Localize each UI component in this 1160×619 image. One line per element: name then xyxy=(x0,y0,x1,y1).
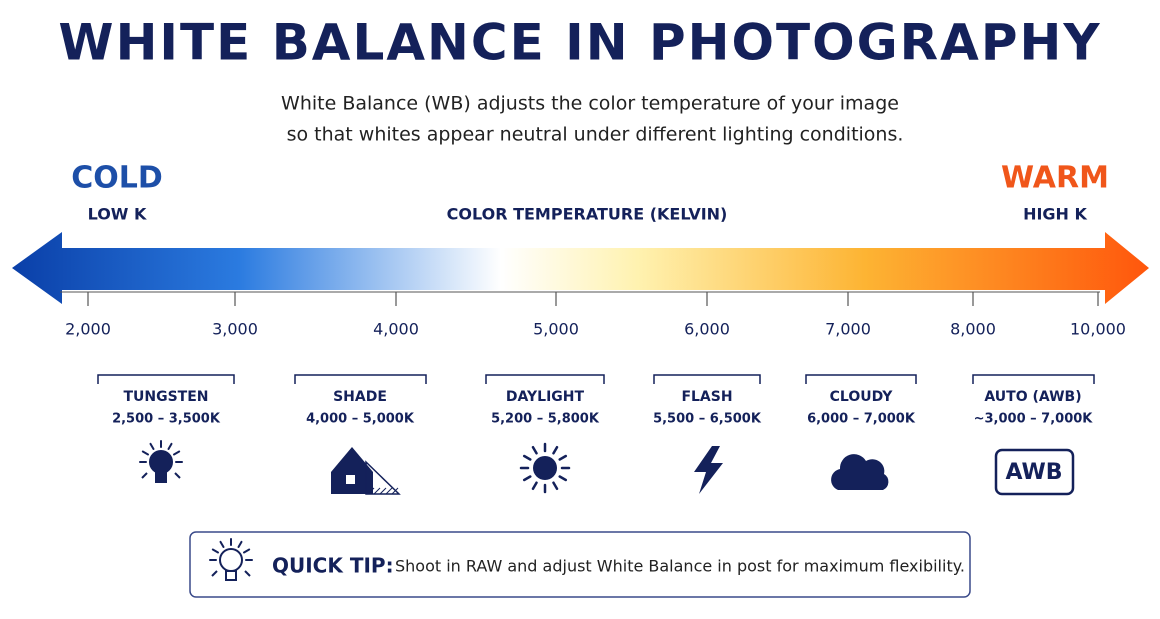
tip-box xyxy=(189,531,971,598)
awb-icon xyxy=(994,448,1075,496)
mode-name: CLOUDY xyxy=(830,389,894,405)
mode-name: DAYLIGHT xyxy=(506,389,585,405)
tick-label: 10,000 xyxy=(1070,320,1126,339)
bulb-ray xyxy=(219,540,225,549)
shade-hatch-line xyxy=(367,487,375,495)
subtitle: so that whites appear neutral under diff… xyxy=(287,124,904,146)
mode-name: TUNGSTEN xyxy=(123,389,208,405)
house-icon xyxy=(331,447,373,494)
sun-ray xyxy=(558,475,568,482)
shade-hatch-line xyxy=(391,487,399,495)
bulb-icon xyxy=(219,548,243,572)
mode-range: 4,000 – 5,000K xyxy=(306,412,415,427)
bulb-base xyxy=(225,570,237,581)
tick-label: 6,000 xyxy=(684,320,730,339)
subtitle: White Balance (WB) adjusts the color tem… xyxy=(281,93,899,115)
bulb-ray xyxy=(211,548,220,554)
bracket xyxy=(97,374,235,384)
bulb-ray xyxy=(244,570,251,577)
sun-ray xyxy=(552,445,559,455)
cold-label: COLD xyxy=(71,161,163,196)
shade-hatch-line xyxy=(373,487,381,495)
title: WHITE BALANCE IN PHOTOGRAPHY xyxy=(58,14,1101,72)
tip-text: Shoot in RAW and adjust White Balance in… xyxy=(395,557,965,576)
house-window xyxy=(346,475,355,484)
axis-title: COLOR TEMPERATURE (KELVIN) xyxy=(447,205,728,224)
shade-hatch-line xyxy=(385,487,393,495)
sun-ray xyxy=(552,481,559,491)
high-k-label: HIGH K xyxy=(1023,205,1087,224)
tip-label: QUICK TIP: xyxy=(272,554,394,578)
sun-ray xyxy=(558,454,568,461)
sun-ray xyxy=(531,481,538,491)
bracket xyxy=(485,374,605,384)
tick-label: 3,000 xyxy=(212,320,258,339)
bulb-base xyxy=(155,472,167,483)
bracket xyxy=(972,374,1095,384)
bulb-ray xyxy=(237,540,243,549)
bulb-ray xyxy=(211,570,218,577)
mode-name: SHADE xyxy=(333,389,387,405)
bulb-ray xyxy=(149,442,155,451)
sun-ray xyxy=(522,475,532,482)
tick-label: 7,000 xyxy=(825,320,871,339)
mode-range: 5,500 – 6,500K xyxy=(653,412,762,427)
sun-ray xyxy=(531,445,538,455)
bracket xyxy=(805,374,917,384)
mode-range: 6,000 – 7,000K xyxy=(807,412,916,427)
tick-label: 4,000 xyxy=(373,320,419,339)
bulb-ray xyxy=(174,472,181,479)
bulb-ray xyxy=(242,548,251,554)
warm-label: WARM xyxy=(1001,161,1109,196)
sun-ray xyxy=(522,454,532,461)
bracket xyxy=(653,374,761,384)
mode-range: 5,200 – 5,800K xyxy=(491,412,600,427)
bracket xyxy=(294,374,427,384)
bulb-ray xyxy=(167,442,173,451)
tick-label: 5,000 xyxy=(533,320,579,339)
tick-label: 8,000 xyxy=(950,320,996,339)
mode-range: ~3,000 – 7,000K xyxy=(974,412,1094,427)
bulb-icon xyxy=(149,450,173,474)
cloud-icon xyxy=(831,454,889,490)
mode-name: FLASH xyxy=(681,389,732,405)
sun-icon xyxy=(533,456,557,480)
mode-range: 2,500 – 3,500K xyxy=(112,412,221,427)
low-k-label: LOW K xyxy=(88,205,147,224)
tick-label: 2,000 xyxy=(65,320,111,339)
mode-name: AUTO (AWB) xyxy=(984,389,1081,405)
bulb-ray xyxy=(172,450,181,456)
temperature-arrow xyxy=(12,232,1149,304)
awb-text: AWB xyxy=(1005,460,1062,485)
bulb-ray xyxy=(141,472,148,479)
flash-icon xyxy=(694,446,723,494)
shade-hatch-line xyxy=(379,487,387,495)
bulb-ray xyxy=(141,450,150,456)
shade-hatch xyxy=(365,460,401,495)
